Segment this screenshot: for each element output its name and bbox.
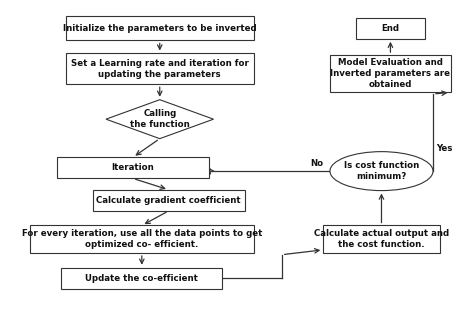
Text: Update the co-efficient: Update the co-efficient [85, 274, 198, 283]
FancyBboxPatch shape [57, 157, 209, 178]
Text: Yes: Yes [436, 144, 452, 153]
Text: For every iteration, use all the data points to get
optimized co- efficient.: For every iteration, use all the data po… [22, 229, 262, 249]
Text: End: End [382, 24, 400, 33]
Text: Set a Learning rate and iteration for
updating the parameters: Set a Learning rate and iteration for up… [71, 59, 249, 79]
FancyBboxPatch shape [330, 55, 451, 92]
Text: Calling
the function: Calling the function [130, 109, 190, 129]
Text: Model Evaluation and
Inverted parameters are
obtained: Model Evaluation and Inverted parameters… [330, 58, 450, 89]
Text: Calculate actual output and
the cost function.: Calculate actual output and the cost fun… [314, 229, 449, 249]
Polygon shape [106, 100, 213, 139]
FancyBboxPatch shape [92, 190, 245, 211]
FancyBboxPatch shape [30, 226, 254, 253]
Text: No: No [310, 158, 323, 168]
Text: Iteration: Iteration [111, 163, 154, 172]
Ellipse shape [330, 152, 433, 191]
Text: Initialize the parameters to be inverted: Initialize the parameters to be inverted [63, 24, 256, 33]
FancyBboxPatch shape [61, 268, 222, 289]
FancyBboxPatch shape [323, 226, 440, 253]
FancyBboxPatch shape [66, 16, 254, 40]
FancyBboxPatch shape [356, 18, 425, 39]
FancyBboxPatch shape [66, 53, 254, 84]
Text: Calculate gradient coefficient: Calculate gradient coefficient [96, 196, 241, 205]
Text: Is cost function
minimum?: Is cost function minimum? [344, 161, 419, 181]
